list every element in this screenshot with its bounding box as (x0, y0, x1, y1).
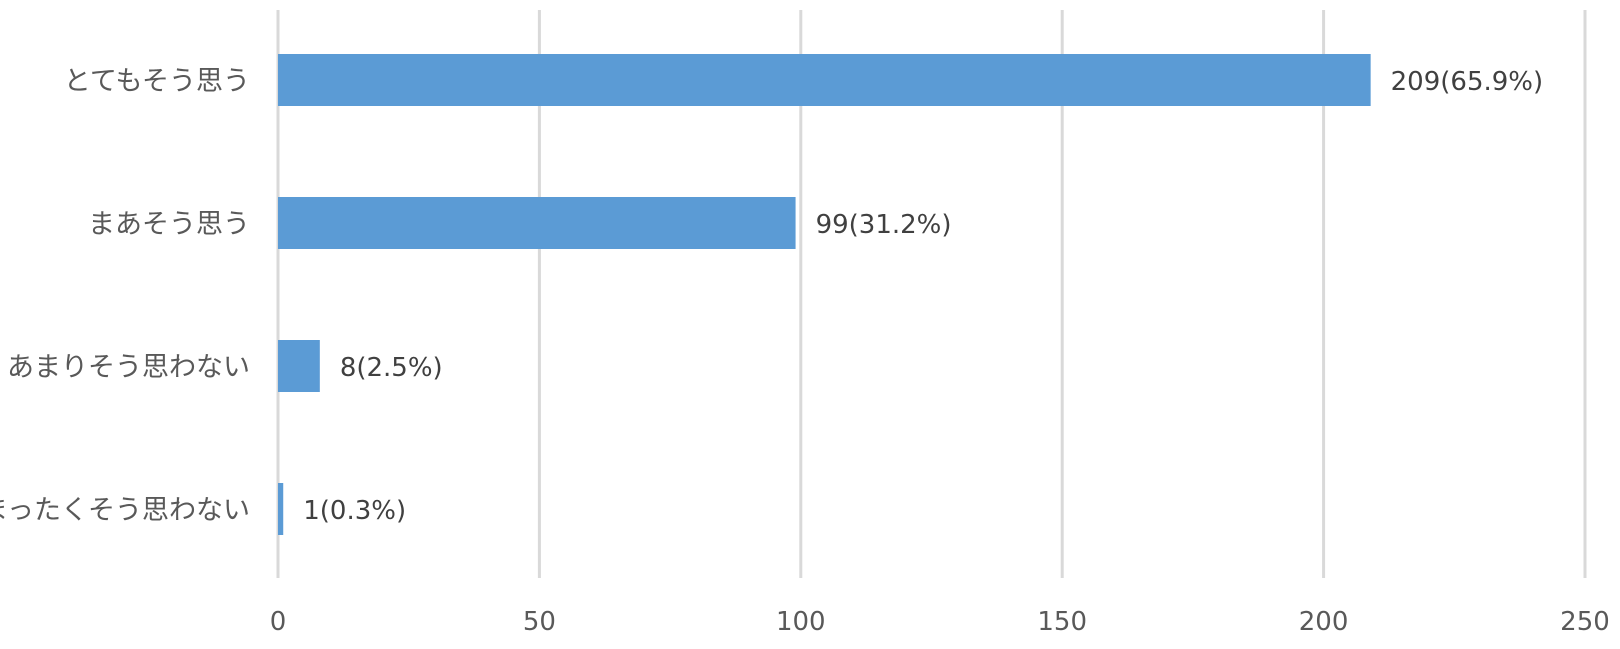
bar (278, 483, 284, 535)
bars (278, 54, 1371, 535)
x-tick-label: 250 (1560, 607, 1610, 637)
x-axis-tick-labels: 0 50 100 150 200 250 (270, 607, 1610, 637)
bar-data-label: 99(31.2%) (816, 210, 952, 240)
x-tick-label: 150 (1037, 607, 1087, 637)
category-label: まったくそう思わない (0, 495, 250, 526)
x-tick-label: 0 (270, 607, 287, 637)
x-tick-label: 50 (523, 607, 556, 637)
x-tick-label: 200 (1299, 607, 1349, 637)
bar (278, 197, 796, 249)
bar-data-label: 1(0.3%) (303, 496, 406, 526)
data-labels: 209(65.9%) 99(31.2%) 8(2.5%) 1(0.3%) (303, 67, 1543, 526)
bar (278, 54, 1371, 106)
x-tick-label: 100 (776, 607, 826, 637)
bar-data-label: 209(65.9%) (1391, 67, 1544, 97)
category-label: まあそう思う (88, 209, 250, 240)
category-label: あまりそう思わない (7, 352, 250, 383)
category-label: とてもそう思う (64, 66, 250, 97)
bar (278, 340, 320, 392)
bar-data-label: 8(2.5%) (340, 353, 443, 383)
